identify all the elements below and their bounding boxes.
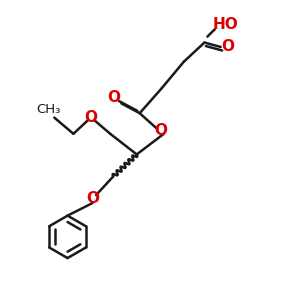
Text: O: O [154,123,167,138]
Text: O: O [221,39,234,54]
Text: O: O [107,90,120,105]
Text: O: O [86,191,99,206]
Text: CH₃: CH₃ [36,103,61,116]
Text: O: O [85,110,98,125]
Text: HO: HO [212,17,238,32]
